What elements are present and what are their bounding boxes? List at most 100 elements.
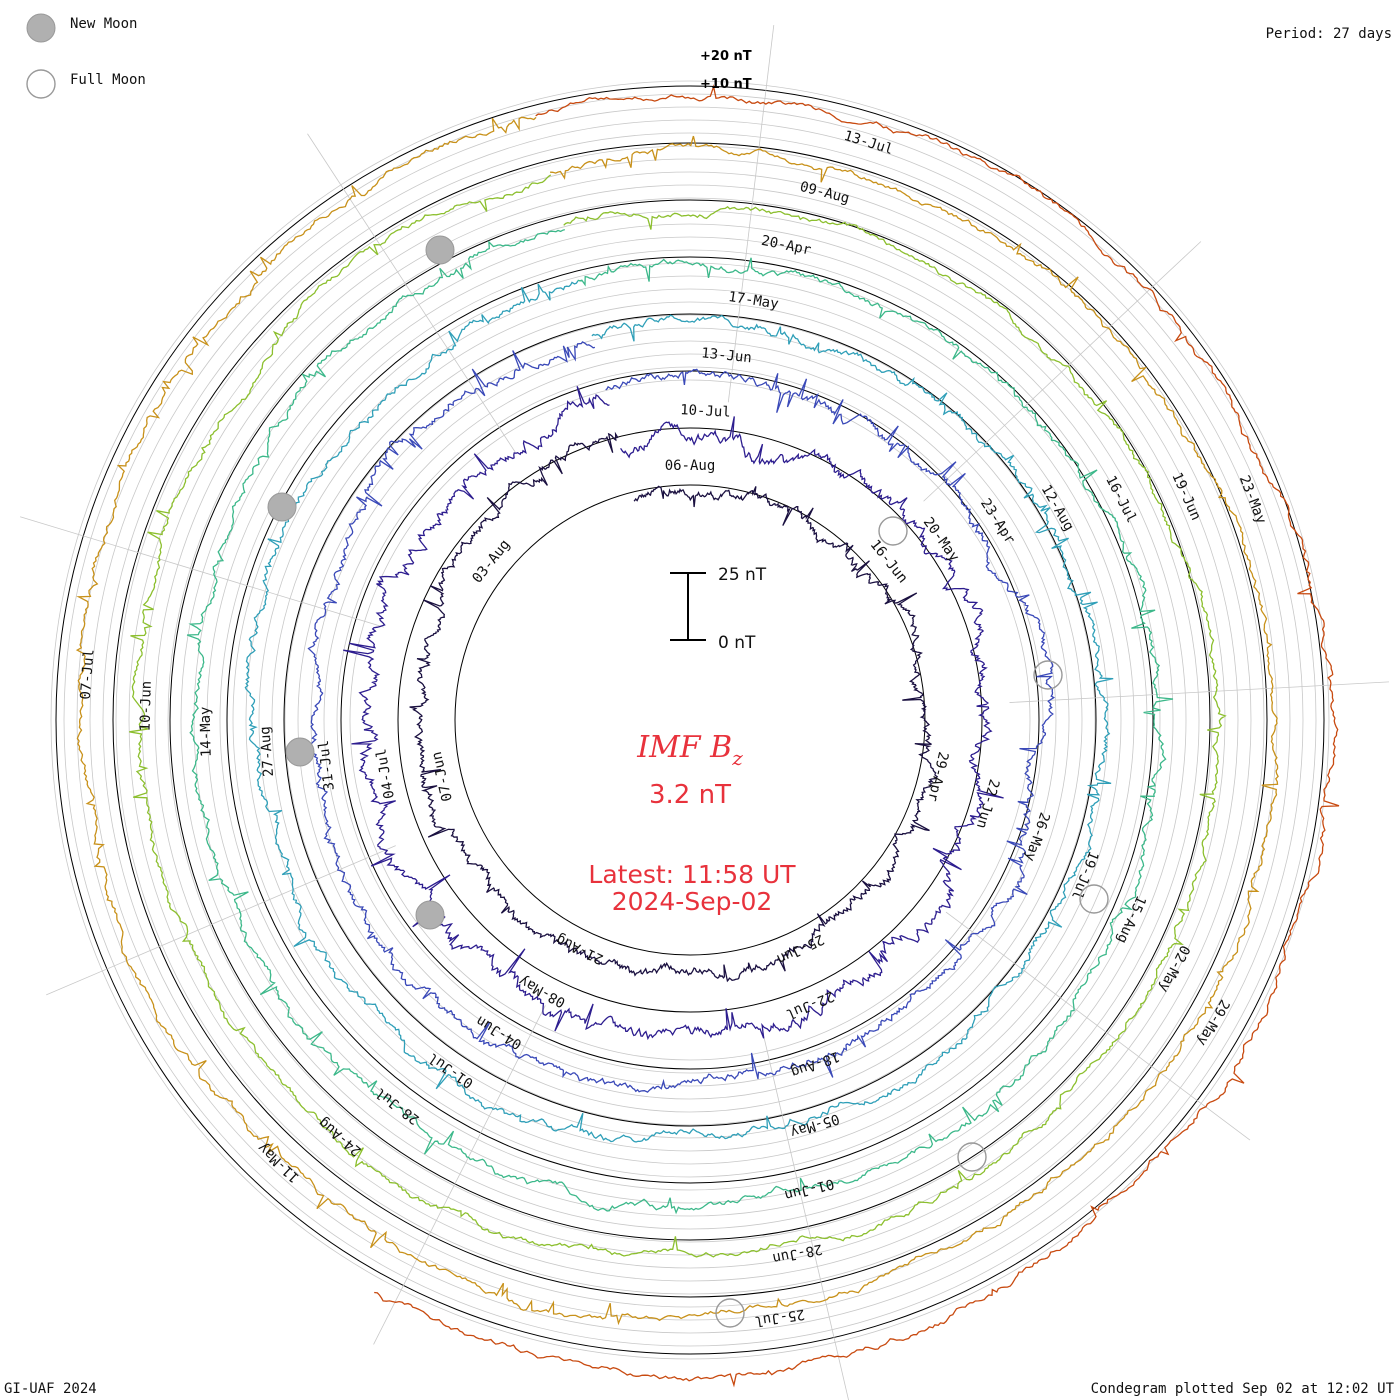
new-moon-marker: [415, 900, 445, 930]
date-label: 24-Aug: [316, 1114, 365, 1159]
parameter-name: IMF B: [636, 730, 732, 765]
date-label: 27-Aug: [257, 726, 277, 778]
date-label: 20-May: [920, 514, 963, 564]
series-line-1: [409, 431, 939, 983]
baseline-ring: [226, 256, 1154, 1184]
grid-ring: [102, 132, 1278, 1308]
date-label: 14-May: [197, 706, 214, 757]
date-label: 11-May: [255, 1139, 303, 1185]
grid-ring: [219, 249, 1161, 1191]
grid-spoke: [373, 1005, 546, 1345]
grid-ring: [323, 353, 1057, 1087]
new-moon-legend-icon: [26, 13, 56, 43]
date-label: 23-May: [1236, 473, 1269, 526]
date-label: 22-Jul: [784, 988, 837, 1022]
grid-spoke: [923, 241, 1202, 502]
series-line-7: [75, 116, 1279, 1326]
grid-spoke: [762, 1031, 849, 1400]
grid-ring: [349, 379, 1031, 1061]
grid-ring: [50, 80, 1330, 1360]
grid-ring: [271, 301, 1109, 1139]
baseline-ring: [112, 142, 1268, 1298]
footer-credit: GI-UAF 2024: [4, 1381, 97, 1397]
grid-ring: [258, 288, 1122, 1152]
grid-ring: [232, 262, 1148, 1178]
scale-top-label: 25 nT: [718, 565, 767, 585]
grid-spoke: [46, 845, 396, 996]
date-label: 25-Jul: [753, 1306, 805, 1329]
grid-spoke: [727, 24, 775, 403]
full-moon-marker: [957, 1142, 987, 1172]
full-moon-marker: [1079, 884, 1109, 914]
series-line-8: [374, 84, 1340, 1388]
grid-ring: [115, 145, 1265, 1295]
full-moon-legend-icon: [26, 69, 56, 99]
grid-spoke: [1009, 681, 1389, 703]
full-moon-marker: [878, 516, 908, 546]
grid-ring: [245, 275, 1135, 1165]
date-label: 15-Aug: [1113, 893, 1148, 946]
data-series: [75, 84, 1340, 1388]
scale-bar: [670, 572, 706, 641]
latest-time: Latest: 11:58 UT: [588, 860, 796, 889]
date-label: 20-Apr: [760, 233, 813, 259]
series-line-3: [306, 341, 1056, 1093]
grid-ring: [63, 93, 1317, 1347]
date-label: 10-Jul: [680, 402, 731, 421]
grid-ring: [76, 106, 1304, 1334]
date-label: 19-Jun: [1168, 470, 1203, 523]
grid-ring: [206, 236, 1174, 1204]
date-label: 13-Jul: [842, 128, 895, 158]
full-moon-legend-label: Full Moon: [70, 72, 146, 88]
date-label: 19-Jul: [1068, 849, 1101, 902]
new-moon-legend-label: New Moon: [70, 16, 137, 32]
grid-ring: [297, 327, 1083, 1113]
footer-plotted: Condegram plotted Sep 02 at 12:02 UT: [1091, 1381, 1395, 1397]
grid-spoke: [20, 516, 384, 628]
baseline-ring: [283, 313, 1097, 1127]
radial-spokes: [20, 24, 1389, 1400]
new-moon-marker: [425, 235, 455, 265]
ring-label-plus10: +10 nT: [700, 77, 752, 92]
date-label: 09-Aug: [798, 179, 851, 207]
date-label: 13-Jun: [701, 345, 753, 366]
full-moon-marker: [1033, 660, 1063, 690]
series-line-6: [129, 174, 1227, 1258]
parameter-title: IMF Bz: [636, 730, 743, 770]
baseline-ring: [55, 85, 1325, 1355]
parameter-subscript: z: [731, 746, 743, 770]
date-label: 26-May: [1021, 810, 1052, 863]
grid-ring: [180, 210, 1200, 1230]
date-label: 10-Jun: [138, 681, 155, 732]
date-label: 04-Jun: [473, 1012, 525, 1052]
polar-grid: [50, 80, 1330, 1360]
baseline-ring: [169, 199, 1211, 1241]
scale-bottom-label: 0 nT: [718, 633, 756, 653]
grid-spoke: [945, 911, 1251, 1141]
grid-ring: [167, 197, 1213, 1243]
date-label: 07-Jun: [429, 750, 456, 803]
date-label: 23-Apr: [977, 496, 1018, 547]
grid-ring: [128, 158, 1252, 1282]
baseline-ring: [397, 427, 983, 1013]
date-label: 17-May: [727, 289, 779, 312]
latest-date: 2024-Sep-02: [612, 887, 773, 916]
date-label: 01-Jul: [426, 1049, 477, 1091]
date-label: 08-May: [516, 972, 568, 1010]
grid-ring: [310, 340, 1070, 1100]
grid-ring: [336, 366, 1044, 1074]
date-label: 02-May: [1155, 942, 1192, 994]
grid-spoke: [307, 133, 516, 453]
date-label: 04-Jul: [373, 747, 398, 800]
current-value: 3.2 nT: [649, 780, 731, 810]
full-moon-marker: [715, 1298, 745, 1328]
period-label: Period: 27 days: [1266, 26, 1392, 42]
date-label: 29-Apr: [924, 750, 951, 803]
new-moon-marker: [285, 737, 315, 767]
date-label: 31-Jul: [316, 739, 338, 791]
series-line-4: [244, 280, 1114, 1143]
new-moon-marker: [267, 492, 297, 522]
date-label: 03-Aug: [469, 537, 513, 587]
grid-ring: [284, 314, 1096, 1126]
